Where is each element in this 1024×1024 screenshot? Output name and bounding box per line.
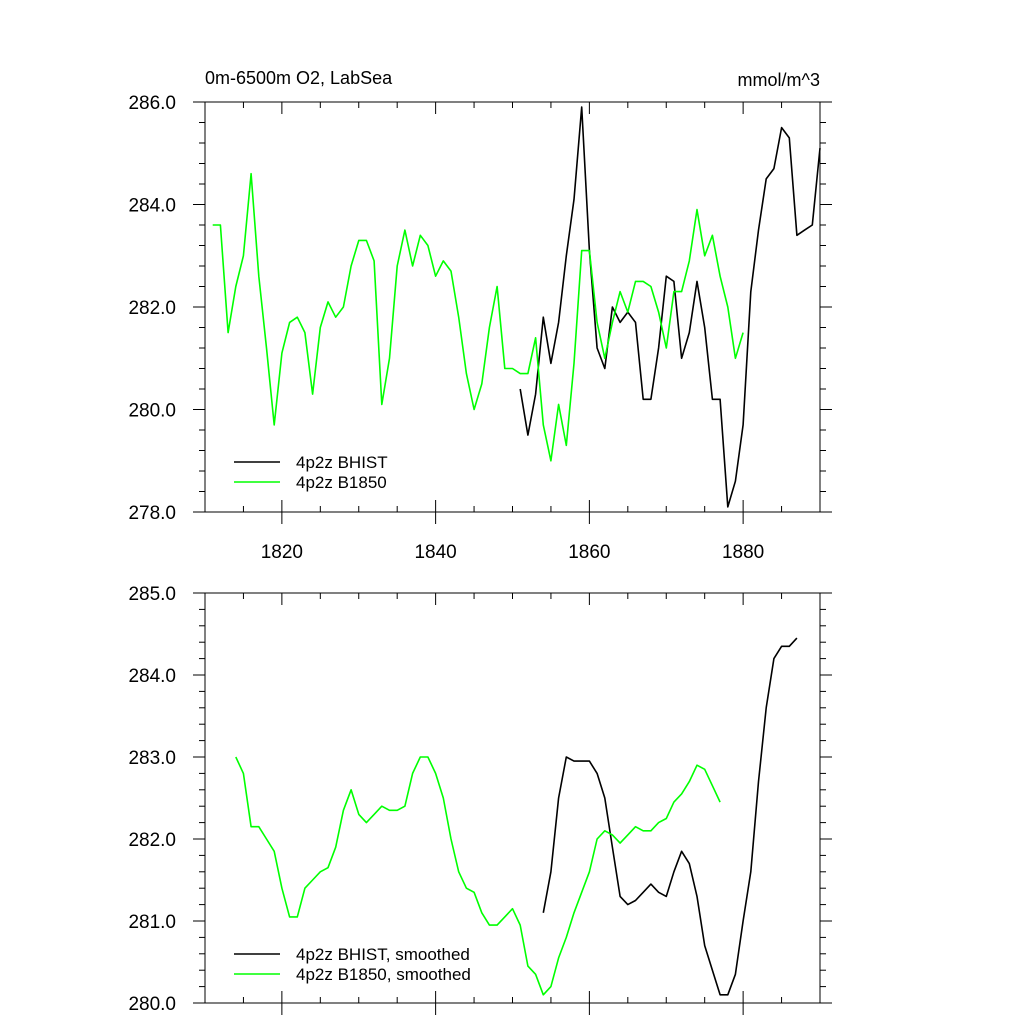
y-tick-label: 284.0 (128, 666, 176, 687)
series-line-bhist (519, 106, 821, 508)
y-tick-label: 280.0 (128, 994, 176, 1015)
plot-frame (204, 592, 821, 1004)
tick-marks (193, 101, 832, 524)
y-tick-labels: 280.0 281.0 282.0 283.0 284.0 285.0 (128, 584, 176, 1015)
x-tick-label: 1840 (414, 542, 456, 563)
top-panel: 0m-6500m O2, LabSea mmol/m^3 278.0280.02… (128, 68, 832, 563)
series-line-b1850 (212, 172, 744, 462)
bottom-panel: 280.0 281.0 282.0 283.0 284.0 285.0 4p2z BHIS… (128, 584, 832, 1015)
y-tick-label: 282.0 (128, 830, 176, 851)
y-tick-label: 284.0 (128, 196, 176, 217)
units-label: mmol/m^3 (738, 70, 820, 90)
x-tick-label: 1820 (261, 542, 303, 563)
tick-marks (193, 592, 832, 1015)
y-tick-label: 281.0 (128, 912, 176, 933)
y-tick-labels: 278.0 280.0 282.0 284.0 286.0 (128, 93, 176, 524)
legend-label: 4p2z B1850, smoothed (296, 965, 471, 984)
x-tick-labels: 1820 1840 1860 1880 (261, 542, 765, 563)
legend-label: 4p2z BHIST (296, 453, 388, 472)
series-line-b1850 (235, 756, 721, 996)
legend-label: 4p2z B1850 (296, 473, 387, 492)
x-tick-label: 1860 (568, 542, 610, 563)
series-lines (235, 637, 798, 996)
y-tick-label: 280.0 (128, 401, 176, 422)
legend-label: 4p2z BHIST, smoothed (296, 945, 470, 964)
series-lines (212, 106, 821, 508)
y-tick-label: 278.0 (128, 503, 176, 524)
y-tick-label: 286.0 (128, 93, 176, 114)
y-tick-label: 283.0 (128, 748, 176, 769)
chart-title: 0m-6500m O2, LabSea (205, 68, 393, 88)
x-tick-label: 1880 (722, 542, 764, 563)
y-tick-label: 282.0 (128, 298, 176, 319)
series-line-bhist (542, 637, 798, 996)
y-tick-label: 285.0 (128, 584, 176, 605)
